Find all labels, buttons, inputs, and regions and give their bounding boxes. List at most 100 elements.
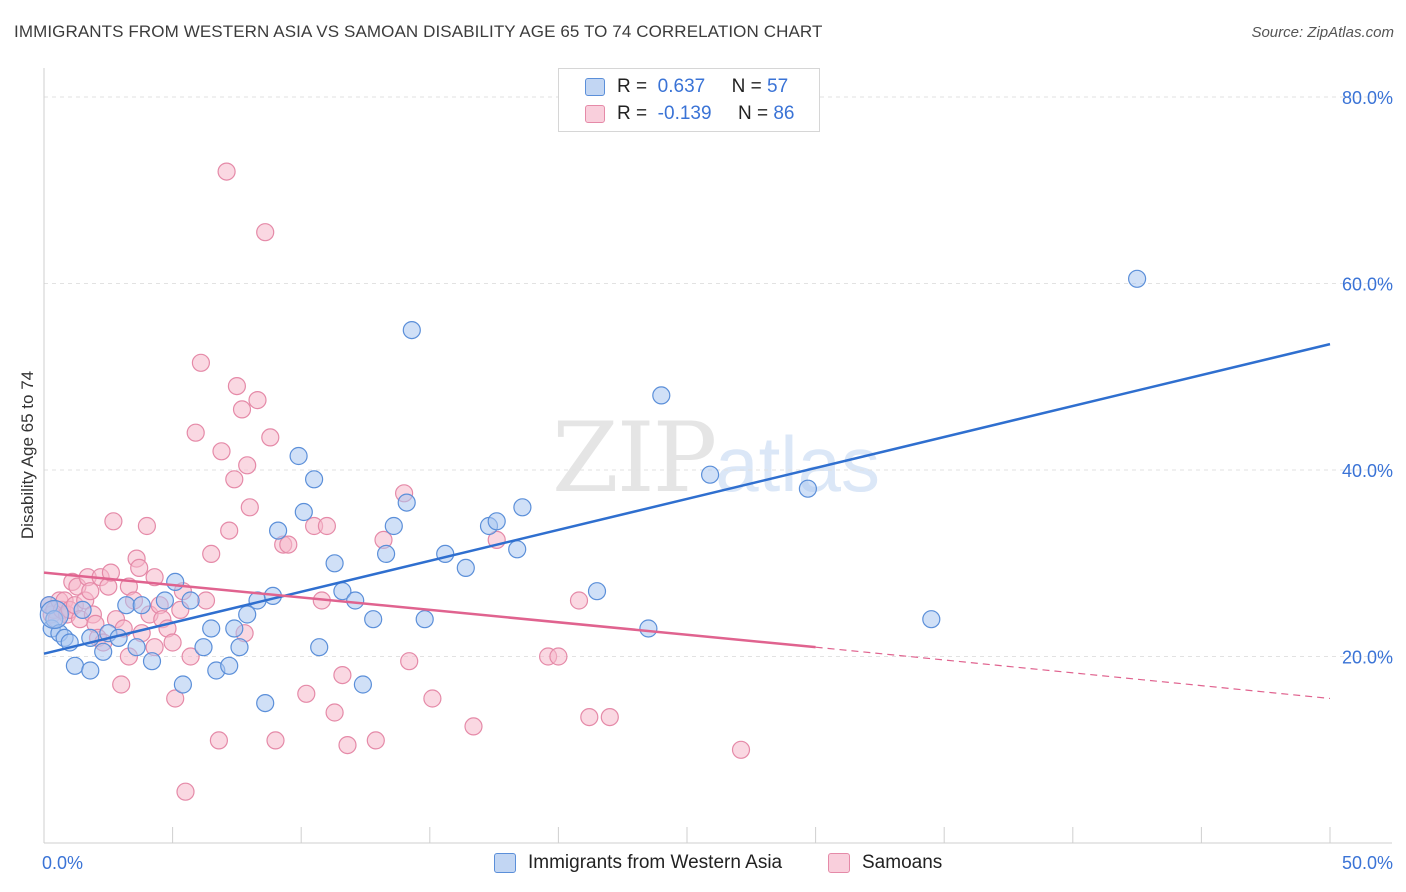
samoan-point	[240, 498, 259, 517]
western-asia-point	[397, 493, 416, 512]
x-tick-label: 0.0%	[42, 853, 83, 873]
samoan-point	[186, 423, 205, 442]
samoan-point	[196, 591, 216, 610]
samoan-point	[279, 535, 298, 554]
western-asia-point	[402, 321, 421, 340]
samoan-point	[580, 707, 599, 727]
samoan-point	[325, 703, 344, 722]
western-asia-point	[415, 610, 434, 629]
western-asia-point	[194, 638, 213, 657]
bottom-legend-swatch-pink	[828, 853, 850, 873]
correlation-legend: R = 0.637 N = 57 R = -0.139 N = 86	[558, 68, 820, 132]
samoan-point	[137, 516, 156, 536]
samoan-point	[238, 456, 257, 475]
western-asia-point	[652, 386, 671, 405]
western-asia-point	[117, 596, 136, 615]
western-asia-point	[142, 652, 162, 671]
western-asia-trendline	[43, 342, 1331, 655]
western-asia-point	[269, 521, 288, 540]
legend-n-value: 57	[767, 76, 789, 97]
legend-r-value: -0.139	[657, 103, 712, 124]
samoan-point	[464, 717, 483, 736]
western-asia-point	[155, 591, 174, 610]
legend-n-label: N =	[731, 76, 762, 97]
western-asia-point	[220, 656, 239, 675]
samoan-point	[112, 675, 131, 694]
y-axis-label: Disability Age 65 to 74	[18, 370, 37, 540]
samoan-point	[130, 558, 149, 578]
y-tick-label: 40.0%	[1342, 461, 1393, 481]
western-asia-point	[65, 656, 85, 675]
western-asia-point	[487, 512, 506, 531]
samoan-point	[333, 665, 352, 685]
western-asia-point	[230, 638, 249, 657]
legend-swatch-blue	[585, 78, 605, 96]
western-asia-point	[353, 675, 372, 694]
legend-r-label: R =	[617, 103, 648, 124]
chart-title: IMMIGRANTS FROM WESTERN ASIA VS SAMOAN D…	[14, 22, 823, 41]
western-asia-point	[181, 591, 200, 610]
samoan-point	[104, 512, 123, 531]
legend-r-value: 0.637	[657, 76, 706, 97]
western-asia-point	[700, 465, 720, 484]
western-asia-point	[798, 479, 818, 498]
samoan-point	[163, 633, 182, 652]
samoan-point	[220, 521, 239, 540]
samoan-point	[166, 689, 185, 708]
western-asia-point	[364, 610, 383, 629]
western-asia-point	[81, 661, 100, 680]
samoan-point	[317, 516, 336, 536]
western-asia-point	[377, 544, 396, 564]
western-asia-point	[132, 596, 151, 615]
bottom-legend-swatch-blue	[494, 853, 516, 873]
bottom-legend-samoans: Samoans	[828, 852, 942, 874]
y-tick-label: 20.0%	[1342, 648, 1393, 668]
samoan-point	[191, 353, 210, 372]
western-asia-cluster-point	[39, 599, 69, 630]
samoan-point	[423, 689, 442, 708]
samoan-point	[266, 731, 285, 750]
samoan-point	[731, 740, 751, 759]
western-asia-point	[256, 693, 275, 713]
western-asia-point	[456, 558, 475, 578]
samoan-point	[248, 391, 267, 410]
legend-row-western-asia: R = 0.637 N = 57	[585, 75, 788, 99]
samoan-point	[176, 782, 195, 801]
legend-n-label: N =	[737, 103, 769, 124]
x-tick-label: 50.0%	[1342, 853, 1393, 873]
samoan-point	[232, 400, 252, 419]
western-asia-point	[289, 446, 308, 466]
legend-swatch-pink	[585, 105, 605, 123]
samoan-point	[569, 591, 589, 610]
samoan-point	[338, 735, 357, 755]
bottom-legend-western-asia: Immigrants from Western Asia	[494, 852, 782, 874]
western-asia-point	[1127, 269, 1147, 288]
western-asia-point	[294, 502, 313, 522]
chart-source: Source: ZipAtlas.com	[1251, 24, 1394, 41]
samoan-trendline	[43, 571, 816, 649]
watermark-zip: ZIP	[552, 402, 717, 514]
samoan-point	[261, 428, 280, 447]
samoan-point	[366, 731, 385, 750]
samoan-point	[297, 684, 316, 703]
samoan-point	[209, 731, 228, 750]
samoan-trendline-extension	[815, 646, 1331, 700]
western-asia-point	[508, 540, 527, 559]
western-asia-point	[639, 619, 658, 638]
samoan-point	[227, 377, 246, 396]
western-asia-point	[513, 498, 532, 517]
y-tick-label: 60.0%	[1342, 275, 1393, 295]
samoan-point	[549, 647, 568, 666]
samoan-point	[202, 544, 221, 564]
western-asia-point	[436, 544, 455, 564]
western-asia-point	[238, 605, 257, 624]
bottom-legend-label-samoans: Samoans	[862, 852, 943, 873]
samoan-point	[225, 470, 244, 489]
legend-n-value: 86	[773, 103, 795, 124]
watermark: ZIPatlas	[552, 402, 880, 514]
western-asia-point	[305, 470, 324, 489]
western-asia-point	[587, 582, 607, 601]
legend-row-samoans: R = -0.139 N = 86	[585, 102, 794, 126]
samoan-point	[145, 568, 164, 587]
western-asia-point	[346, 591, 365, 610]
